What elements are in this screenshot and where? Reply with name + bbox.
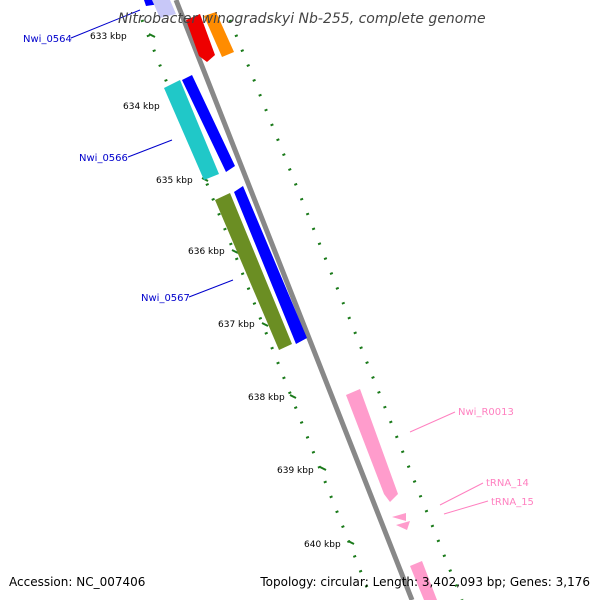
gene-label-trna-14[interactable]: tRNA_14 bbox=[486, 478, 529, 489]
gene-rna-nwi-r0013 bbox=[346, 389, 398, 502]
gene-label-nwi-0564[interactable]: Nwi_0564 bbox=[23, 34, 72, 45]
tick-label: 637 kbp bbox=[218, 320, 255, 330]
tick-label: 634 kbp bbox=[123, 102, 160, 112]
gene-rna-trna-15 bbox=[396, 521, 410, 530]
tick-label: 635 kbp bbox=[156, 176, 193, 186]
gene-label-nwi-0566[interactable]: Nwi_0566 bbox=[79, 153, 128, 164]
accession-text: Accession: NC_007406 bbox=[9, 575, 145, 589]
tick-label: 636 kbp bbox=[188, 247, 225, 257]
gene-cyan bbox=[164, 80, 219, 180]
gene-rna-trna-14 bbox=[392, 513, 406, 521]
tick-label: 640 kbp bbox=[304, 540, 341, 550]
gene-label-trna-15[interactable]: tRNA_15 bbox=[491, 497, 534, 508]
gene-orange bbox=[204, 12, 234, 57]
genome-backbone bbox=[173, 0, 415, 600]
tick-label: 639 kbp bbox=[277, 466, 314, 476]
gene-blue-1 bbox=[182, 75, 235, 172]
tick-label: 633 kbp bbox=[90, 32, 127, 42]
genome-summary-text: Topology: circular; Length: 3,402,093 bp… bbox=[259, 575, 590, 589]
gene-rna-bottom bbox=[410, 561, 437, 600]
gene-lavender bbox=[152, 0, 176, 18]
tick-label: 638 kbp bbox=[248, 393, 285, 403]
gene-olive bbox=[215, 193, 292, 350]
gene-blue-2 bbox=[234, 186, 307, 344]
gene-red bbox=[186, 14, 215, 62]
gene-label-nwi-r0013[interactable]: Nwi_R0013 bbox=[458, 407, 514, 418]
label-leaders bbox=[70, 9, 489, 515]
map-title: Nitrobacter winogradskyi Nb-255, complet… bbox=[118, 11, 486, 27]
gene-label-nwi-0567[interactable]: Nwi_0567 bbox=[141, 293, 190, 304]
